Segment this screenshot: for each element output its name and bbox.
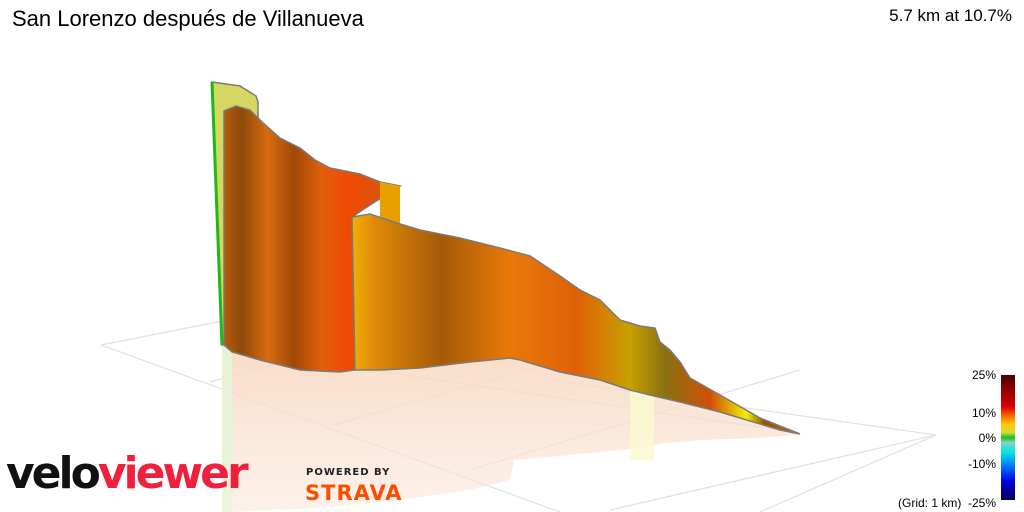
profile-reflection xyxy=(222,345,800,512)
profile-start-edge xyxy=(210,81,224,346)
strava-logo[interactable]: STRAVA xyxy=(305,481,403,505)
profile-fold xyxy=(380,182,400,226)
reflection-highlight xyxy=(630,390,654,460)
legend-label-10: 10% xyxy=(971,406,996,420)
segment-title: San Lorenzo después de Villanueva xyxy=(12,6,364,31)
segment-stats: 5.7 km at 10.7% xyxy=(889,6,1012,25)
grid-scale-note: (Grid: 1 km) xyxy=(898,496,962,510)
legend-label-neg10: -10% xyxy=(967,457,996,471)
legend-label-0: 0% xyxy=(978,431,996,445)
powered-by-label: POWERED BY xyxy=(306,467,391,478)
profile-wall-lower xyxy=(351,213,801,435)
logo-viewer: viewer xyxy=(97,448,249,499)
logo-velo: velo xyxy=(6,448,101,499)
legend-label-neg25: -25% xyxy=(967,496,996,510)
reflection-edge xyxy=(222,345,232,512)
gradient-color-scale xyxy=(1001,375,1015,500)
legend-label-25: 25% xyxy=(971,368,996,382)
veloviewer-logo[interactable]: veloviewer xyxy=(6,452,249,496)
